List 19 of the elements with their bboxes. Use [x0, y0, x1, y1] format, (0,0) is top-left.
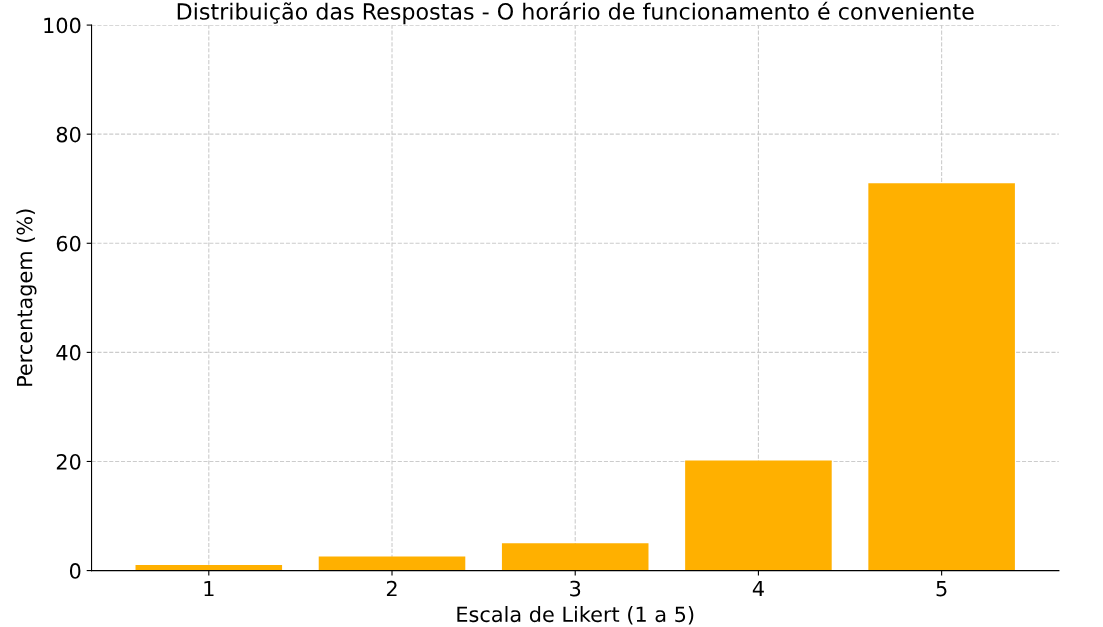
y-tick-label: 20 — [56, 453, 81, 470]
x-tick-label: 1 — [204, 580, 214, 597]
bar — [868, 183, 1015, 571]
bar — [501, 543, 649, 571]
y-tick-label: 100 — [44, 17, 81, 34]
y-tick-label: 40 — [56, 344, 81, 361]
x-tick-label: 5 — [936, 580, 947, 597]
y-axis-title: Percentagem (%) — [16, 209, 37, 386]
bar — [318, 556, 466, 571]
chart-title: Distribuição das Respostas - O horário de funcionamento é conveniente — [177, 1, 974, 25]
x-axis-title: Escala de Likert (1 a 5) — [457, 606, 694, 625]
x-tick-label: 3 — [570, 580, 581, 597]
x-tick-label: 2 — [386, 580, 397, 597]
bar — [685, 460, 832, 571]
bar — [135, 565, 283, 571]
y-tick-label: 0 — [69, 563, 81, 579]
x-tick-label: 4 — [752, 580, 764, 597]
y-tick-label: 60 — [56, 235, 81, 252]
y-tick-label: 80 — [56, 126, 81, 143]
